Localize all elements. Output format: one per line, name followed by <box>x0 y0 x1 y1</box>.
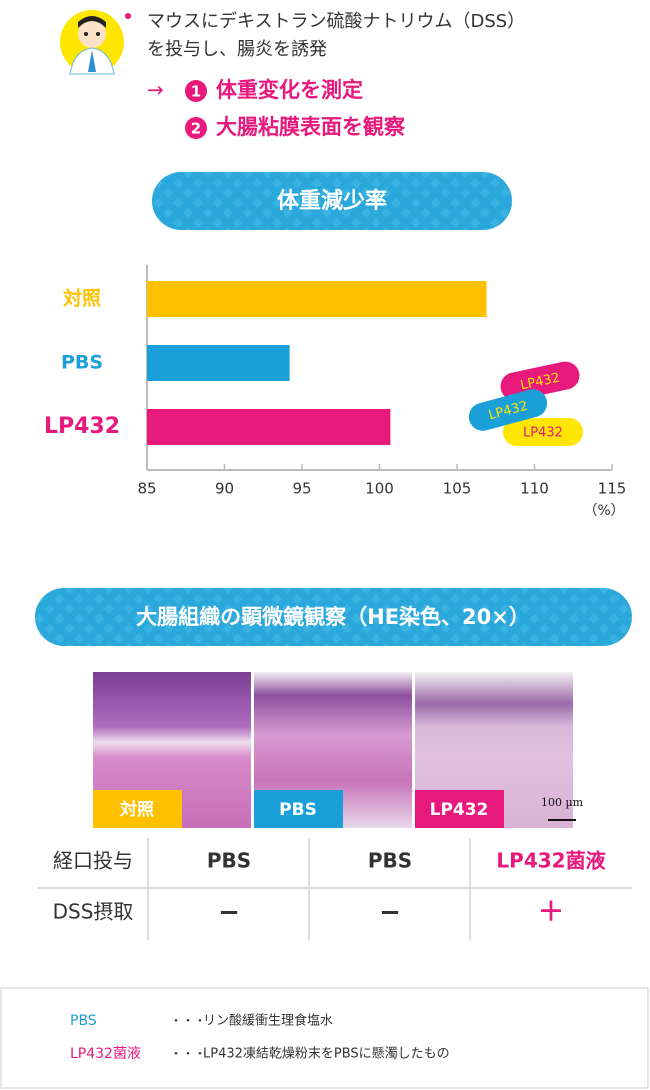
row-header: 経口投与 <box>53 849 133 873</box>
category-label: LP432 <box>44 414 120 439</box>
bar <box>147 345 290 381</box>
chart-title: 体重減少率 <box>277 188 387 214</box>
note-dots: ・・・ <box>170 1047 206 1061</box>
scale-label: 100 µm <box>541 796 584 809</box>
panel-label: 対照 <box>119 799 154 820</box>
x-unit: （%） <box>583 503 624 519</box>
note-term: PBS <box>70 1013 97 1029</box>
section-title: 大腸組織の顕微鏡観察（HE染色、20×） <box>136 605 530 629</box>
category-label: PBS <box>61 352 103 374</box>
x-tick-label: 90 <box>215 480 234 498</box>
table-cell: − <box>218 898 240 928</box>
intro-line: を投与し、腸炎を誘発 <box>147 39 327 60</box>
panel-label-bg <box>93 790 182 828</box>
badge-shape <box>500 361 580 401</box>
badge-shape <box>468 389 548 431</box>
panel-label: PBS <box>279 800 317 820</box>
panel-label-bg <box>415 790 504 828</box>
table-cell: PBS <box>207 849 251 873</box>
lp432-badge: LP432 <box>500 361 580 401</box>
note-term: LP432菌液 <box>70 1046 141 1062</box>
x-tick-label: 105 <box>443 480 472 498</box>
badge-text: LP432 <box>523 426 563 441</box>
note-box <box>0 987 649 1089</box>
note-text: リン酸緩衝生理食塩水 <box>203 1013 333 1029</box>
badge-shape <box>503 418 583 446</box>
row-header: DSS摂取 <box>53 900 134 924</box>
x-tick-label: 95 <box>292 480 311 498</box>
step-text: 大腸粘膜表面を観察 <box>216 115 406 139</box>
table-cell: − <box>379 898 401 928</box>
table-cell: LP432菌液 <box>496 849 606 873</box>
lp432-badge: LP432 <box>468 389 548 431</box>
x-tick-label: 85 <box>137 480 156 498</box>
step-badge <box>185 80 207 102</box>
panel-label: LP432 <box>430 800 489 820</box>
table-cell: PBS <box>368 849 412 873</box>
bar <box>147 409 391 445</box>
note-dots: ・・・ <box>170 1014 206 1028</box>
panel-label-bg <box>254 790 343 828</box>
category-label: 対照 <box>62 287 101 310</box>
x-tick-label: 100 <box>365 480 394 498</box>
x-tick-label: 115 <box>598 480 627 498</box>
table-cell: ＋ <box>538 898 564 928</box>
doctor-icon <box>60 10 131 75</box>
intro-line: マウスにデキストラン硫酸ナトリウム（DSS） <box>147 11 525 32</box>
step-text: 体重変化を測定 <box>216 78 363 102</box>
bar <box>147 281 487 317</box>
x-tick-label: 110 <box>520 480 549 498</box>
lp432-badge: LP432 <box>503 418 583 446</box>
section-banner <box>35 588 632 646</box>
step-number: 1 <box>191 83 201 101</box>
step-badge <box>185 117 207 139</box>
step-number: 2 <box>191 120 201 138</box>
title-banner <box>152 172 512 230</box>
note-text: LP432凍結乾燥粉末をPBSに懸濁したもの <box>203 1046 450 1062</box>
arrow: → <box>147 78 164 102</box>
